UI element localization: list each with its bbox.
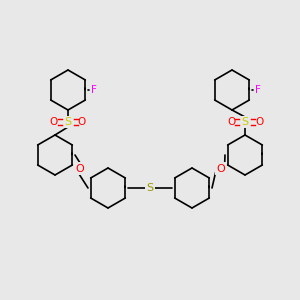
Text: S: S [64,117,72,127]
Text: O: O [227,117,235,127]
Text: O: O [255,117,263,127]
Text: S: S [242,117,249,127]
Text: S: S [146,183,154,193]
Text: F: F [255,85,261,95]
Text: F: F [91,85,97,95]
Text: O: O [78,117,86,127]
Text: O: O [50,117,58,127]
Text: O: O [75,164,84,173]
Text: O: O [216,164,225,173]
